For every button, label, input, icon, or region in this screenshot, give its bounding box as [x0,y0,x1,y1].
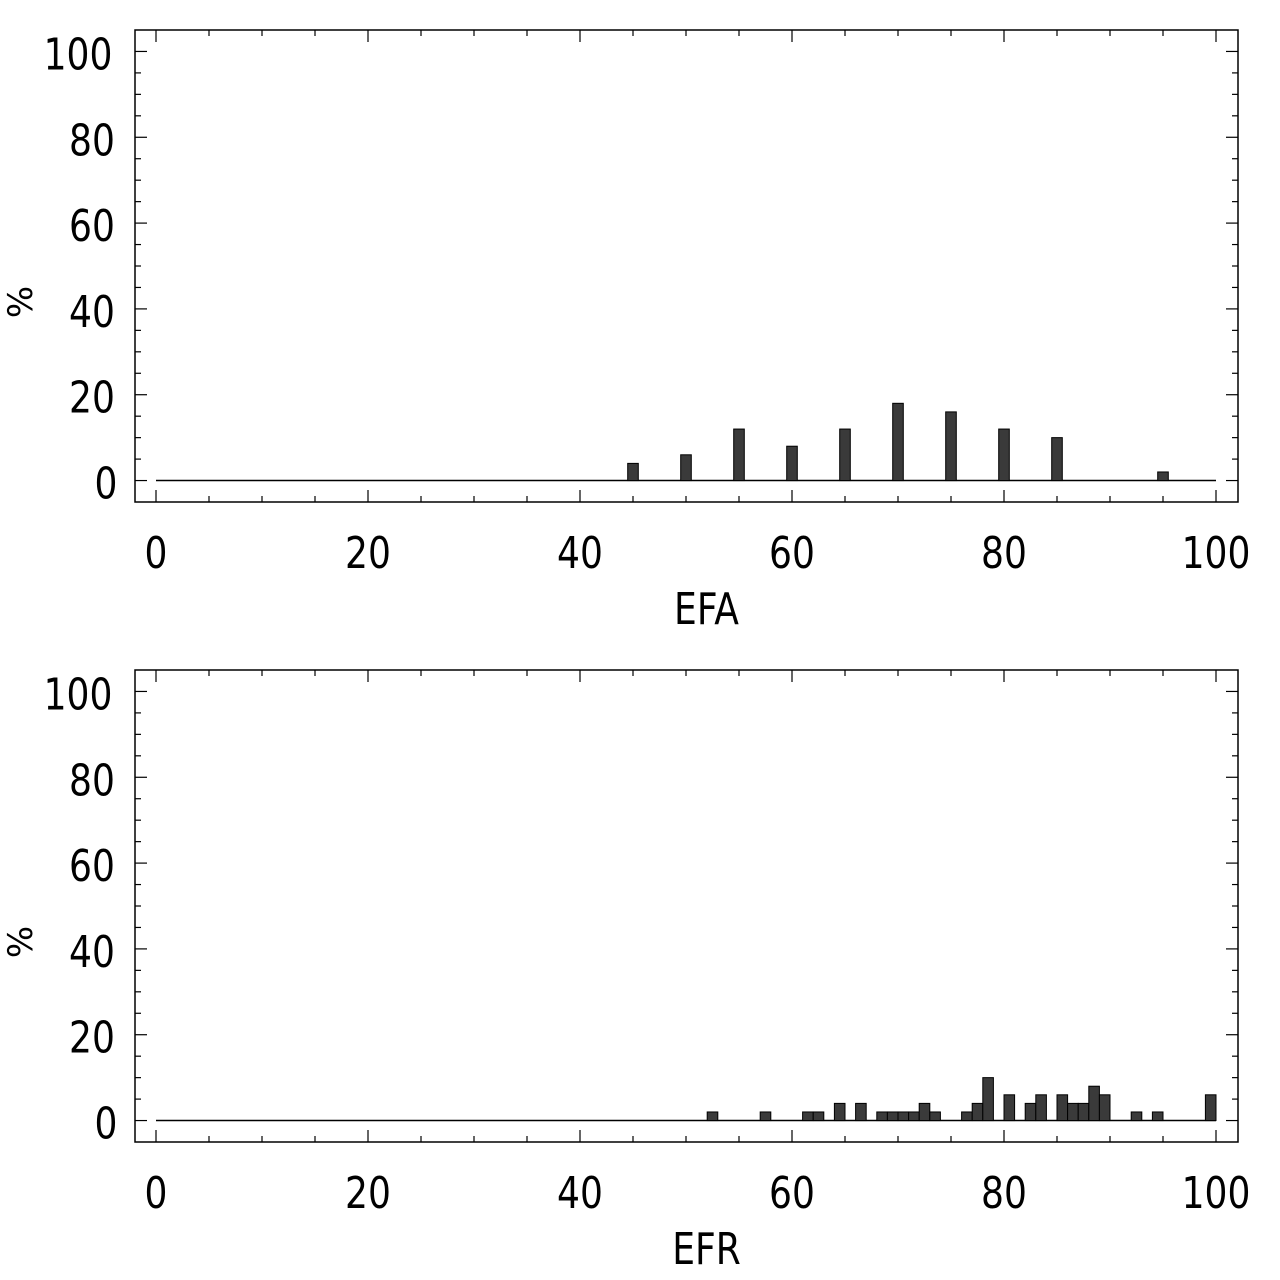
histogram-bar [1035,1094,1047,1122]
histogram-bar [1024,1102,1037,1122]
y-tick-label: 20 [69,373,115,423]
histogram-bar [833,1102,846,1122]
histogram-bar [759,1111,772,1122]
x-tick-label: 40 [557,529,603,579]
y-tick-label: 20 [69,1013,115,1063]
histogram-bar [1098,1094,1111,1122]
x-axis-label: EFA [674,585,739,635]
histogram-bar [908,1111,920,1122]
x-axis-label: EFR [672,1225,741,1275]
y-tick-label: 80 [69,756,115,806]
x-tick-label: 0 [145,1169,168,1219]
x-tick-label: 100 [1182,529,1251,579]
histogram-bar [998,428,1010,482]
efr-histogram-panel: 0 20 40 60 80 100 0 20 40 60 80 100 EFR% [1,669,1251,1275]
histogram-bar [1204,1094,1217,1122]
y-tick-label: 100 [44,670,113,720]
y-tick-label: 80 [69,116,115,166]
x-tick-label: 0 [145,529,168,579]
histogram-bar [812,1111,825,1122]
efa-histogram-panel: 0 20 40 60 80 100 0 20 40 60 80 100 EFA% [1,29,1251,635]
histogram-bar [961,1111,973,1122]
histogram-bar [1056,1094,1069,1122]
histogram-bar [945,411,957,482]
y-axis-label: % [1,286,41,318]
y-tick-label: 0 [95,1099,118,1149]
x-tick-label: 60 [769,529,815,579]
histogram-bar [897,1111,910,1122]
x-tick-label: 20 [345,529,391,579]
histogram-bar [802,1111,814,1122]
y-tick-label: 60 [69,842,115,892]
x-tick-label: 60 [769,1169,815,1219]
y-tick-label: 40 [69,288,115,338]
y-tick-label: 0 [95,459,118,509]
histogram-bar [1157,471,1169,482]
histogram-bar [982,1077,994,1122]
histogram-bar [706,1111,719,1122]
histogram-bar [1088,1085,1100,1122]
x-tick-label: 100 [1182,1169,1251,1219]
histogram-bar [971,1102,984,1122]
histogram-bar [627,462,639,482]
x-tick-label: 20 [345,1169,391,1219]
histogram-bar [876,1111,888,1122]
histogram-bar [680,454,692,482]
y-tick-label: 40 [69,928,115,978]
histogram-bar [855,1102,867,1122]
histogram-bar [886,1111,899,1122]
histogram-bar [839,428,851,482]
histogram-bar [1067,1102,1079,1122]
histogram-bar [1130,1111,1143,1122]
histogram-bar [1051,437,1063,482]
x-tick-label: 40 [557,1169,603,1219]
histogram-bar [929,1111,941,1122]
x-tick-label: 80 [981,529,1027,579]
histogram-bar [1003,1094,1016,1122]
histogram-bar [786,445,798,482]
histogram-bar [1151,1111,1164,1122]
plot-frame [134,29,1239,503]
y-tick-label: 60 [69,202,115,252]
histogram-bar [1077,1102,1090,1122]
y-axis-label: % [1,926,41,958]
y-tick-label: 100 [44,30,113,80]
plot-frame [134,669,1239,1143]
x-tick-label: 80 [981,1169,1027,1219]
histogram-bar [918,1102,931,1122]
histogram-bar [733,428,745,482]
histogram-bar [892,402,904,482]
